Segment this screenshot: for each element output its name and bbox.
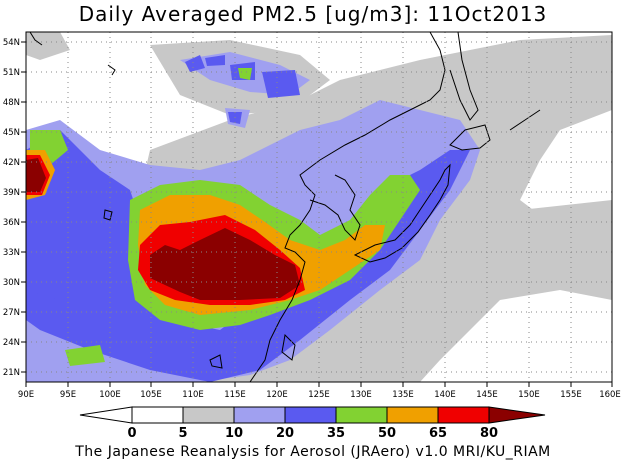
axis-ticks <box>21 41 613 387</box>
colorbar-label: 20 <box>276 426 294 441</box>
lat-label: 30N <box>3 278 20 288</box>
latitude-labels: 54N 51N 48N 45N 42N 39N 36N 33N 30N 27N … <box>3 38 20 378</box>
lon-label: 150E <box>518 390 540 400</box>
lat-label: 39N <box>3 188 20 198</box>
lon-label: 115E <box>224 390 246 400</box>
lon-label: 145E <box>476 390 498 400</box>
pm25-contours <box>26 32 612 382</box>
colorbar-low-arrow <box>79 406 133 424</box>
colorbar-label: 50 <box>378 426 396 441</box>
lon-label: 155E <box>560 390 582 400</box>
contour-20-35 <box>26 130 470 382</box>
colorbar-swatch-20-35 <box>284 406 337 424</box>
lat-label: 36N <box>3 218 20 228</box>
lon-label: 90E <box>18 390 34 400</box>
colorbar-swatch-35-50 <box>335 406 388 424</box>
lat-label: 51N <box>3 68 20 78</box>
colorbar-label: 10 <box>225 426 243 441</box>
colorbar-swatch-10-20 <box>233 406 286 424</box>
lon-label: 135E <box>392 390 414 400</box>
lat-label: 45N <box>3 128 20 138</box>
colorbar-high-arrow <box>488 406 546 424</box>
coastlines <box>29 32 541 382</box>
lat-label: 33N <box>3 248 20 258</box>
lon-label: 130E <box>350 390 372 400</box>
lat-label: 21N <box>3 368 20 378</box>
colorbar-swatch-5-10 <box>182 406 235 424</box>
lon-label: 100E <box>99 390 121 400</box>
lat-label: 24N <box>3 338 20 348</box>
map-title: Daily Averaged PM2.5 [ug/m3]: 11Oct2013 <box>78 2 548 26</box>
colorbar-label: 80 <box>480 426 498 441</box>
colorbar-swatch-50-65 <box>386 406 439 424</box>
grid-lines <box>26 32 612 382</box>
colorbar-label: 65 <box>429 426 447 441</box>
colorbar-swatch-0-5 <box>131 406 184 424</box>
lat-label: 54N <box>3 38 20 48</box>
contour-80-plus <box>150 228 300 300</box>
colorbar <box>79 406 546 424</box>
lon-label: 95E <box>60 390 76 400</box>
lon-label: 140E <box>434 390 456 400</box>
lon-label: 160E <box>599 390 621 400</box>
lon-label: 120E <box>266 390 288 400</box>
footer-credit: The Japanese Reanalysis for Aerosol (JRA… <box>75 444 551 460</box>
colorbar-label: 0 <box>127 426 136 441</box>
colorbar-swatch-65-80 <box>437 406 490 424</box>
colorbar-labels: 0 5 10 20 35 50 65 80 <box>127 426 498 441</box>
colorbar-label: 5 <box>178 426 187 441</box>
lon-label: 105E <box>140 390 162 400</box>
longitude-labels: 90E 95E 100E 105E 110E 115E 120E 125E 13… <box>18 390 621 400</box>
lat-label: 42N <box>3 158 20 168</box>
colorbar-label: 35 <box>327 426 345 441</box>
lon-label: 110E <box>182 390 204 400</box>
lat-label: 27N <box>3 308 20 318</box>
lat-label: 48N <box>3 98 20 108</box>
lon-label: 125E <box>308 390 330 400</box>
